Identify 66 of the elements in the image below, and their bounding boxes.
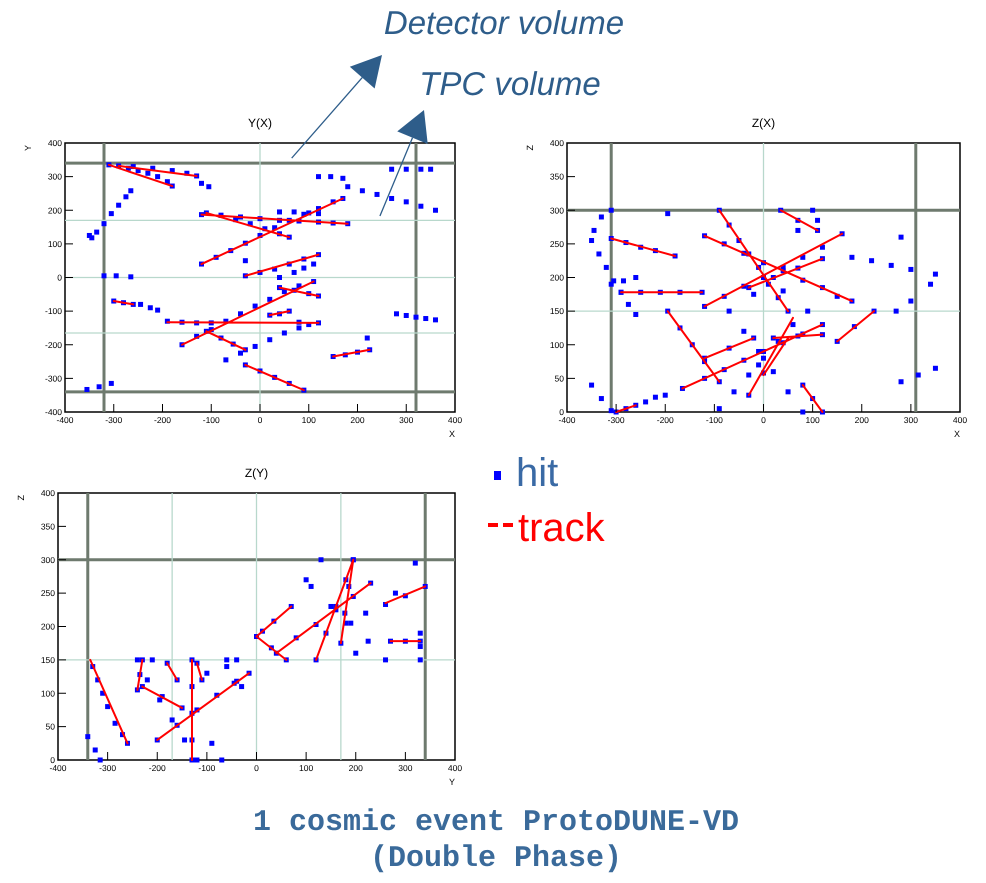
y-tick-label: 150 bbox=[40, 654, 56, 665]
y-tick-label: 350 bbox=[550, 172, 564, 182]
x-tick-label: -300 bbox=[105, 415, 123, 425]
y-tick-label: -100 bbox=[44, 306, 62, 316]
y-tick-label: 100 bbox=[48, 238, 62, 249]
text: 1 cosmic event ProtoDUNE-VD bbox=[252, 806, 740, 840]
y-tick-label: 250 bbox=[550, 238, 564, 249]
x-axis-title: X bbox=[448, 429, 455, 439]
y-tick-label: 400 bbox=[550, 138, 564, 148]
x-tick-label: 100 bbox=[302, 415, 316, 425]
x-tick-label: -200 bbox=[656, 415, 674, 425]
x-tick-label: 400 bbox=[448, 763, 462, 773]
y-tick-label: 250 bbox=[40, 588, 56, 598]
x-tick-label: 200 bbox=[348, 763, 364, 773]
y-tick-label: -200 bbox=[44, 340, 62, 350]
x-tick-label: 100 bbox=[299, 763, 314, 773]
x-tick-label: 400 bbox=[952, 415, 968, 425]
y-tick-label: 50 bbox=[46, 722, 56, 732]
y-tick-label: 50 bbox=[554, 373, 564, 384]
x-axis-title: X bbox=[954, 429, 960, 439]
x-tick-label: -200 bbox=[148, 763, 166, 773]
x-tick-label: -100 bbox=[202, 415, 220, 425]
y-tick-label: 150 bbox=[550, 306, 564, 316]
y-tick-label: 300 bbox=[48, 172, 62, 182]
x-tick-label: 200 bbox=[350, 415, 365, 425]
x-tick-label: 0 bbox=[254, 763, 260, 773]
x-tick-label: -100 bbox=[706, 415, 724, 425]
x-tick-label: 400 bbox=[448, 415, 462, 425]
x-tick-label: -200 bbox=[154, 415, 172, 425]
x-axis-title: Y bbox=[448, 777, 455, 787]
text: (Double Phase) bbox=[370, 842, 622, 876]
legend-label: track bbox=[518, 506, 606, 550]
x-tick-label: 100 bbox=[806, 415, 820, 425]
y-tick-label: -300 bbox=[44, 373, 62, 384]
y-tick-label: -400 bbox=[44, 407, 62, 417]
legend-label: hit bbox=[516, 451, 558, 495]
y-axis-title: Z bbox=[16, 494, 26, 500]
x-tick-label: -100 bbox=[198, 763, 216, 773]
y-tick-label: 100 bbox=[40, 688, 56, 698]
annotation: TPC volume bbox=[419, 65, 601, 102]
x-tick-label: 200 bbox=[854, 415, 870, 425]
x-tick-label: 300 bbox=[399, 415, 414, 425]
y-tick-label: 100 bbox=[550, 340, 564, 350]
y-axis-title: Z bbox=[525, 144, 535, 150]
y-axis-title: Y bbox=[23, 145, 33, 152]
y-tick-label: 200 bbox=[48, 205, 62, 216]
annotation: Detector volume bbox=[384, 4, 624, 41]
y-tick-label: 200 bbox=[550, 272, 564, 282]
chart-title: Y(X) bbox=[248, 116, 272, 130]
y-tick-label: 0 bbox=[559, 407, 564, 417]
x-tick-label: 0 bbox=[258, 415, 263, 425]
x-tick-label: 300 bbox=[904, 415, 918, 425]
x-tick-label: -300 bbox=[608, 415, 625, 425]
chart-title: Z(X) bbox=[752, 116, 776, 130]
x-tick-label: 0 bbox=[761, 415, 766, 425]
y-tick-label: 400 bbox=[40, 488, 56, 498]
chart-title: Z(Y) bbox=[244, 466, 268, 480]
x-tick-label: 300 bbox=[398, 763, 413, 773]
y-tick-label: 200 bbox=[40, 622, 56, 632]
y-tick-label: 400 bbox=[48, 138, 62, 148]
x-tick-label: -300 bbox=[99, 763, 116, 773]
y-tick-label: 0 bbox=[50, 755, 56, 765]
y-tick-label: 350 bbox=[40, 521, 56, 532]
y-tick-label: 300 bbox=[40, 554, 56, 565]
y-tick-label: 300 bbox=[550, 205, 564, 216]
y-tick-label: 0 bbox=[57, 272, 62, 282]
